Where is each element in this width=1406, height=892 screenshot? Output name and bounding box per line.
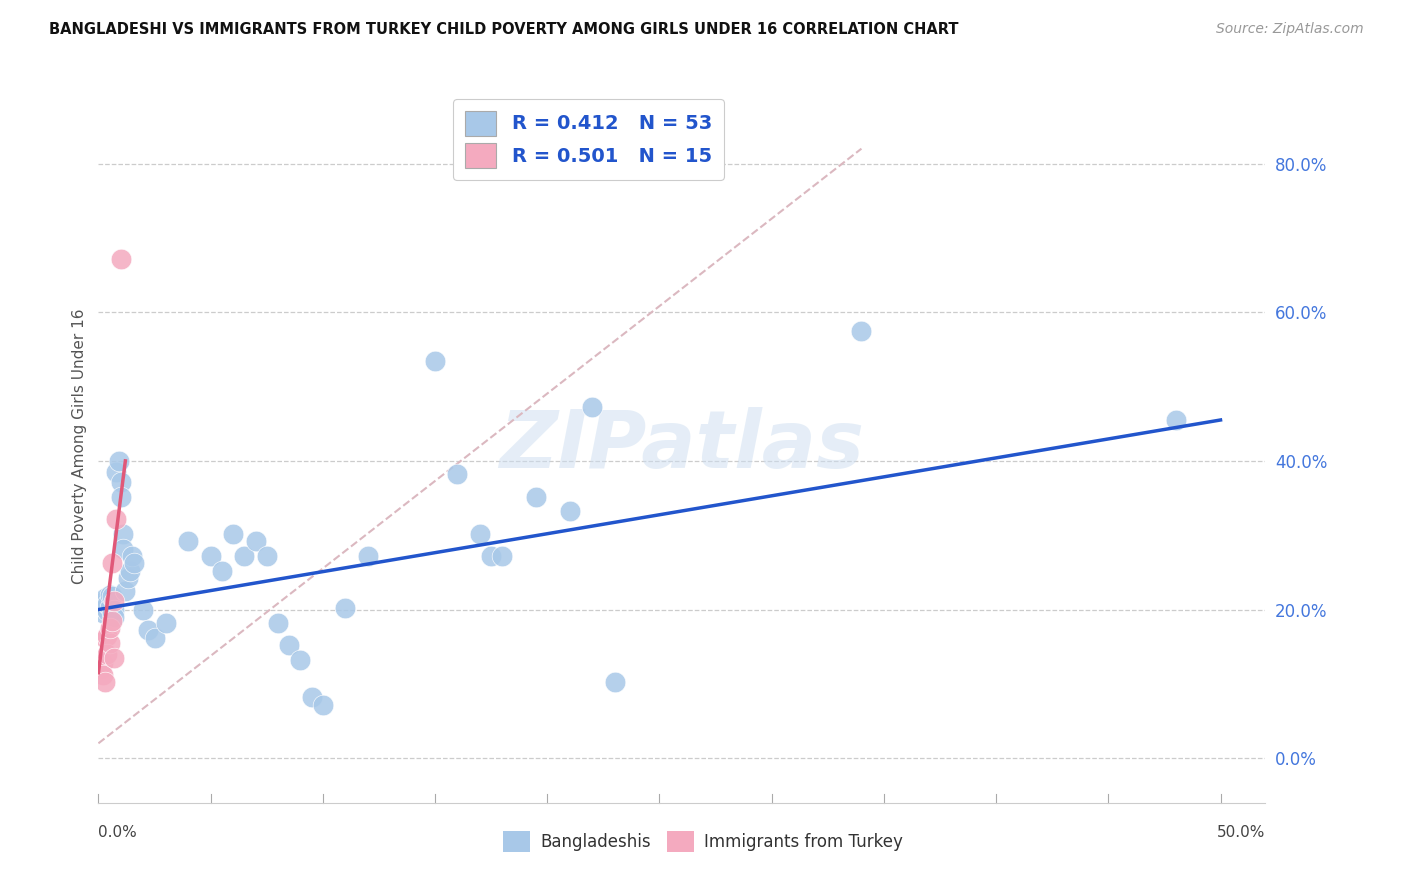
- Point: [524, 490, 547, 504]
- Point: [90, 599, 112, 613]
- Point: [94, 675, 117, 690]
- Text: 50.0%: 50.0%: [1218, 825, 1265, 840]
- Point: [98, 636, 121, 650]
- Point: [468, 526, 491, 541]
- Point: [267, 615, 290, 630]
- Point: [96, 628, 118, 642]
- Point: [491, 549, 513, 563]
- Point: [91, 668, 114, 682]
- Point: [91, 656, 114, 670]
- Point: [101, 557, 124, 571]
- Point: [335, 601, 357, 615]
- Point: [96, 604, 118, 618]
- Point: [96, 597, 118, 611]
- Point: [479, 549, 502, 563]
- Point: [90, 662, 112, 676]
- Point: [211, 564, 233, 578]
- Point: [98, 600, 121, 615]
- Point: [155, 615, 177, 630]
- Point: [110, 475, 132, 489]
- Point: [200, 549, 222, 563]
- Legend: Bangladeshis, Immigrants from Turkey: Bangladeshis, Immigrants from Turkey: [496, 824, 910, 859]
- Point: [124, 557, 146, 571]
- Point: [105, 512, 128, 526]
- Text: BANGLADESHI VS IMMIGRANTS FROM TURKEY CHILD POVERTY AMONG GIRLS UNDER 16 CORRELA: BANGLADESHI VS IMMIGRANTS FROM TURKEY CH…: [49, 22, 959, 37]
- Legend: R = 0.412   N = 53, R = 0.501   N = 15: R = 0.412 N = 53, R = 0.501 N = 15: [453, 99, 724, 180]
- Point: [94, 591, 117, 606]
- Point: [132, 602, 155, 616]
- Point: [222, 526, 245, 541]
- Point: [1164, 413, 1187, 427]
- Point: [103, 593, 125, 607]
- Point: [603, 675, 626, 690]
- Point: [112, 541, 135, 556]
- Point: [91, 595, 114, 609]
- Point: [103, 602, 125, 616]
- Point: [581, 401, 603, 415]
- Point: [121, 549, 143, 563]
- Point: [112, 526, 135, 541]
- Point: [105, 465, 128, 479]
- Point: [256, 549, 278, 563]
- Point: [143, 631, 166, 645]
- Point: [177, 534, 200, 549]
- Text: 0.0%: 0.0%: [98, 825, 138, 840]
- Point: [312, 698, 335, 712]
- Point: [118, 564, 141, 578]
- Point: [101, 607, 124, 621]
- Point: [98, 588, 121, 602]
- Point: [110, 252, 132, 266]
- Point: [290, 653, 312, 667]
- Y-axis label: Child Poverty Among Girls Under 16: Child Poverty Among Girls Under 16: [72, 309, 87, 583]
- Point: [851, 324, 873, 338]
- Text: Source: ZipAtlas.com: Source: ZipAtlas.com: [1216, 22, 1364, 37]
- Point: [245, 534, 267, 549]
- Point: [117, 571, 139, 585]
- Point: [278, 638, 301, 652]
- Point: [114, 583, 136, 598]
- Point: [103, 610, 125, 624]
- Point: [233, 549, 256, 563]
- Point: [91, 607, 114, 621]
- Point: [94, 631, 117, 645]
- Point: [101, 589, 124, 603]
- Point: [136, 624, 159, 638]
- Point: [103, 651, 125, 665]
- Point: [558, 504, 581, 518]
- Text: ZIPatlas: ZIPatlas: [499, 407, 865, 485]
- Point: [301, 690, 323, 705]
- Point: [101, 614, 124, 628]
- Point: [446, 467, 468, 482]
- Point: [96, 647, 118, 661]
- Point: [423, 353, 446, 368]
- Point: [94, 601, 117, 615]
- Point: [98, 621, 121, 635]
- Point: [357, 549, 380, 563]
- Point: [110, 490, 132, 504]
- Point: [107, 454, 129, 468]
